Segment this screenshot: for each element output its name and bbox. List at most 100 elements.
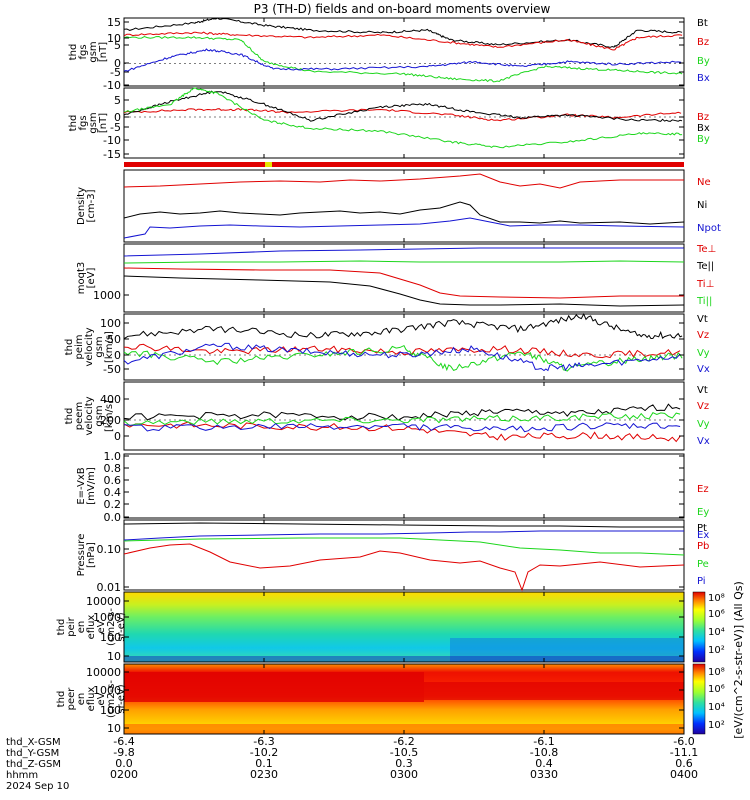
y-axis-label-line: moqt3: [76, 262, 87, 295]
legend-entry: Pb: [697, 541, 709, 552]
x-tick-label: 0400: [670, 768, 698, 781]
legend-entry: Vz: [697, 401, 709, 412]
y-tick-label: 1000: [93, 289, 121, 302]
x-row-label: thd_X-GSM: [6, 737, 61, 748]
y-axis-label-line: gsm: [94, 336, 105, 357]
y-tick-label: -10: [103, 79, 121, 92]
series-group: [123, 403, 681, 443]
series-ti-par: [123, 260, 685, 264]
y-tick-label: 5: [114, 39, 121, 52]
y-axis-label-line: velocity: [84, 327, 95, 366]
x-tick-label: 0300: [390, 768, 418, 781]
y-axis-label-line: [eV]: [86, 268, 97, 289]
x-tick-label: -6.1: [533, 735, 554, 748]
y-tick-label: 0: [114, 57, 121, 70]
y-axis-label-line: velocity: [84, 396, 95, 435]
colorbar-ticks: 10⁸ 10⁶ 10⁴ 10² 10⁸ 10⁶ 10⁴ 10²: [708, 593, 725, 731]
legend-entry: Bx: [697, 73, 710, 84]
legend-entry: Te||: [696, 261, 714, 272]
y-axis-label-line: en: [76, 621, 87, 634]
y-axis-label-line: eflux: [86, 687, 97, 712]
series-pe: [123, 537, 685, 556]
colorbar-lower: [692, 663, 706, 735]
series-vt: [123, 403, 681, 421]
y-axis-label-line: eflux: [86, 615, 97, 640]
y-axis-label-line: thd: [68, 44, 79, 61]
series-te-perp: [123, 247, 684, 257]
y-axis-label-line: gsm: [88, 112, 99, 133]
legends: BtBzByBxBzBxByNeNiNpotTe⊥Te||Ti⊥Ti||VtVz…: [696, 18, 721, 587]
panel-efield: [123, 453, 685, 519]
y-tick-label: 10000: [86, 595, 121, 608]
colorbar-tick-label: 10²: [708, 720, 725, 731]
y-axis-label-line: (cm2-s-: [106, 680, 117, 718]
series-ti-perp: [123, 267, 684, 299]
series-group: [123, 312, 683, 372]
x-tick-label: -10.8: [530, 746, 558, 759]
y-axis-label-line: gsm: [94, 405, 105, 426]
y-axis-ticks: 151050-5-1050-5-10-151000100500-50400200…: [86, 16, 684, 735]
y-axis-label-line: E=-VxB: [76, 467, 87, 504]
colorbar-tick-label: 10⁸: [708, 667, 725, 678]
y-axis-label-line: en: [76, 693, 87, 706]
series-by: [123, 35, 683, 83]
y-tick-label: -10: [103, 134, 121, 147]
series-vt: [123, 312, 683, 340]
legend-entry: Ex: [697, 530, 709, 541]
legend-entry: Vy: [697, 348, 710, 359]
y-tick-label: 1000: [93, 684, 121, 697]
y-axis-label-line: thd: [68, 115, 79, 132]
series-pt: [123, 522, 684, 528]
colorbar-label: [eV/(cm^2-s-str-eV)] (All Qs): [732, 581, 745, 739]
y-tick-label: -15: [103, 148, 121, 161]
panel-frame: [123, 17, 685, 87]
y-axis-label-line: peer: [66, 687, 77, 711]
legend-entry: Vt: [697, 314, 708, 325]
y-tick-label: -5: [110, 66, 121, 79]
status-bar-red: [124, 162, 684, 167]
y-axis-labels: thd fgs gsm [nT]thd fgs gsm [nT]Density [cm-3]m…: [56, 41, 127, 718]
x-tick-label: -9.8: [113, 746, 134, 759]
y-axis-label-line: thd: [64, 408, 75, 425]
series-vx: [123, 422, 681, 433]
series-vz: [123, 421, 681, 443]
y-tick-label: 5: [114, 94, 121, 107]
legend-entry: Ti||: [696, 296, 712, 307]
y-axis-label-line: sr-eV): [116, 612, 127, 641]
x-tick-label: 0200: [110, 768, 138, 781]
legend-entry: Bt: [697, 18, 708, 29]
series-bt: [123, 17, 683, 48]
y-tick-label: 0: [114, 430, 121, 443]
x-row-label: thd_Z-GSM: [6, 759, 61, 770]
y-axis-label-line: thd: [56, 691, 67, 708]
series-pb: [123, 543, 685, 592]
y-tick-label: 400: [100, 393, 121, 406]
legend-entry: Ey: [697, 507, 709, 518]
y-tick-label: 10: [107, 650, 121, 663]
y-axis-label-line: [cm-3]: [86, 189, 97, 222]
y-axis-label-line: Density: [76, 187, 87, 225]
series-vy: [123, 412, 681, 427]
legend-entry: Pe: [697, 559, 709, 570]
series-vz: [123, 343, 681, 359]
y-axis-label-line: fgs: [78, 44, 89, 59]
panel-ion-spectrogram: [123, 591, 685, 663]
panel-frame: [123, 313, 685, 381]
series-vy: [123, 344, 683, 372]
x-tick-label: -6.0: [673, 735, 694, 748]
y-tick-label: 100: [100, 317, 121, 330]
x-row-label: 2024 Sep 10: [6, 781, 69, 792]
y-tick-label: 15: [107, 16, 121, 29]
x-tick-label: -6.2: [393, 735, 414, 748]
spectrogram-electrons-core2: [424, 682, 684, 700]
panel-fgs-gsm-1: [123, 17, 685, 87]
colorbar: 10⁸ 10⁶ 10⁴ 10² 10⁸ 10⁶ 10⁴ 10² [eV/(cm^2-s-str…: [692, 581, 745, 739]
y-axis-label-line: fgs: [78, 115, 89, 130]
legend-entry: By: [697, 56, 710, 67]
series-vx: [123, 342, 681, 372]
panel-peem-velocity: [123, 381, 685, 451]
legend-entry: Bz: [697, 112, 709, 123]
legend-entry: Bx: [697, 123, 710, 134]
